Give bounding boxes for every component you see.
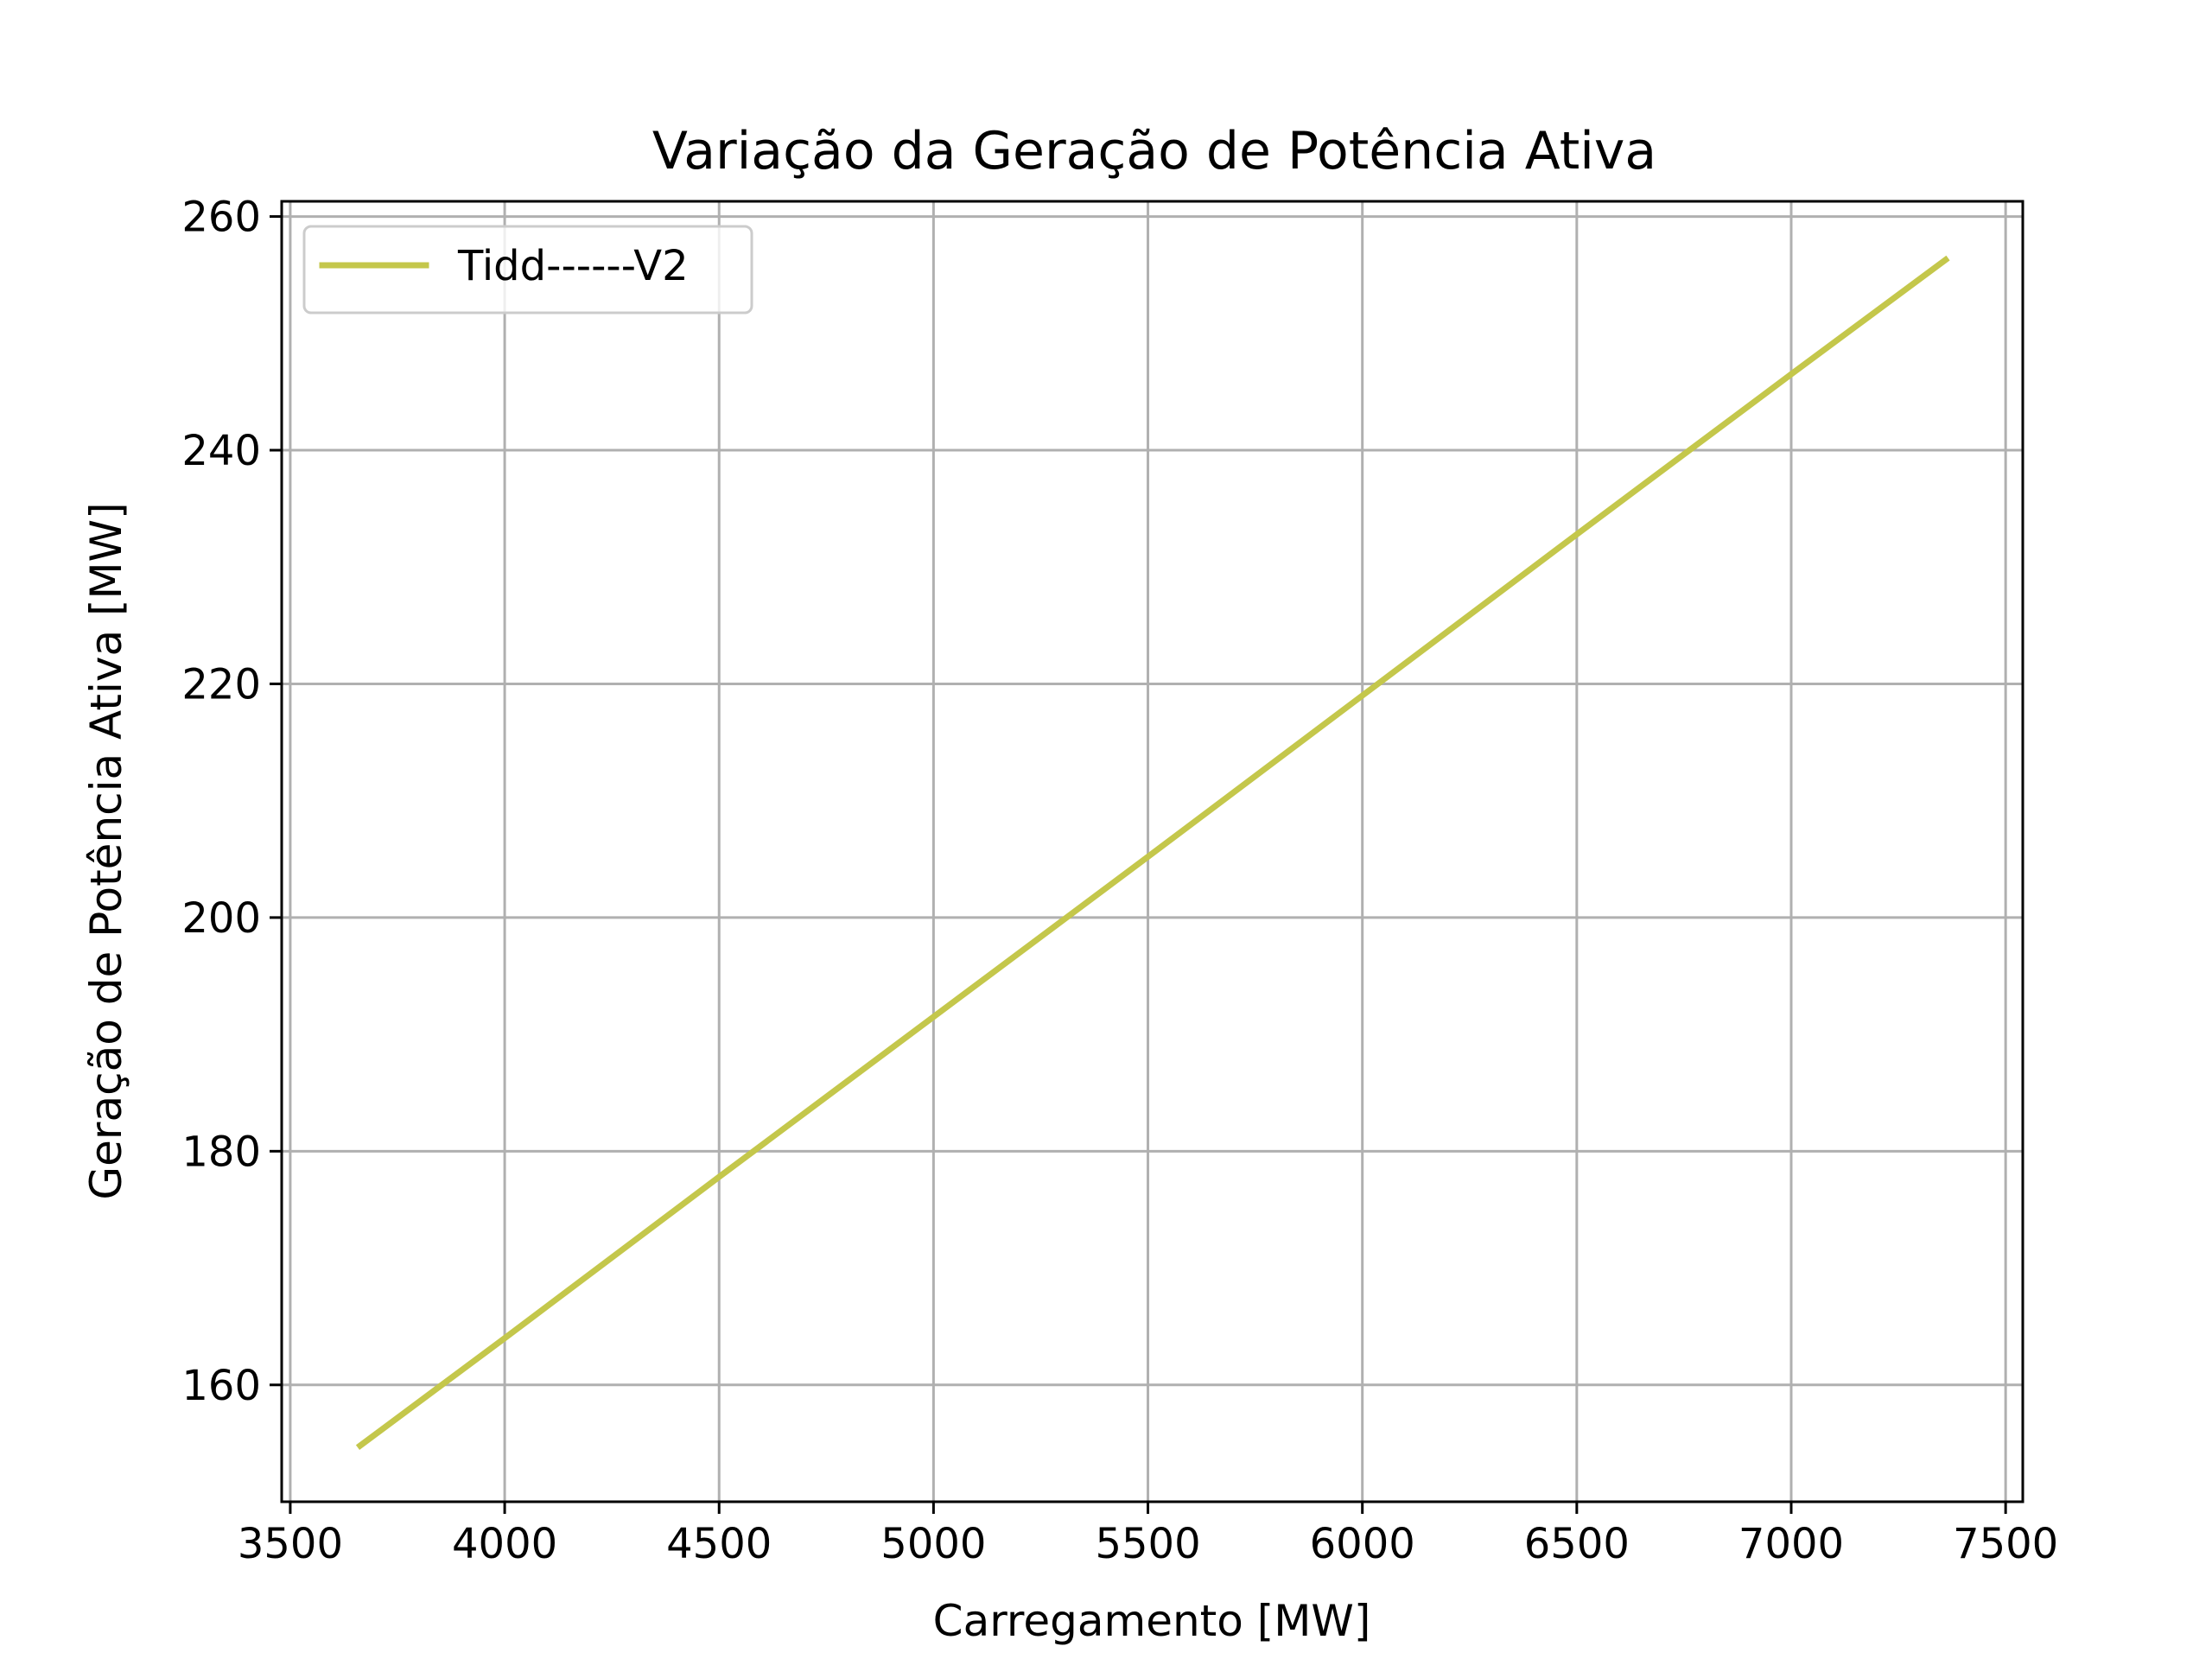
y-axis-label: Geração de Potência Ativa [MW] [81,502,131,1199]
x-tick-label: 6500 [1524,1520,1630,1568]
x-tick-label: 3500 [238,1520,343,1568]
legend: Tidd------V2 [302,225,753,315]
chart-title: Variação da Geração de Potência Ativa [652,121,1656,181]
series-layer [355,255,1950,1450]
x-tick-label: 5500 [1095,1520,1200,1568]
x-axis: 3500 4000 4500 5000 5500 6000 6500 7000 7500 [238,1502,2058,1568]
x-tick-label: 5000 [880,1520,986,1568]
y-tick-label: 200 [181,894,261,943]
x-axis-label: Carregamento [MW] [933,1596,1371,1646]
y-tick-label: 220 [181,660,261,709]
grid [282,201,2023,1502]
x-tick-label: 4500 [666,1520,772,1568]
legend-box [302,225,753,315]
y-tick-label: 160 [181,1362,261,1410]
series-line [355,255,1950,1450]
y-tick-label: 240 [181,427,261,475]
x-tick-label: 6000 [1310,1520,1415,1568]
x-tick-label: 4000 [452,1520,557,1568]
legend-label: Tidd------V2 [457,242,689,290]
y-tick-label: 260 [181,194,261,242]
x-tick-label: 7000 [1738,1520,1844,1568]
y-tick-label: 180 [181,1128,261,1176]
x-tick-label: 7500 [1953,1520,2058,1568]
y-axis: 160 180 200 220 240 260 [181,194,282,1410]
plot-area-frame [280,200,2024,1503]
